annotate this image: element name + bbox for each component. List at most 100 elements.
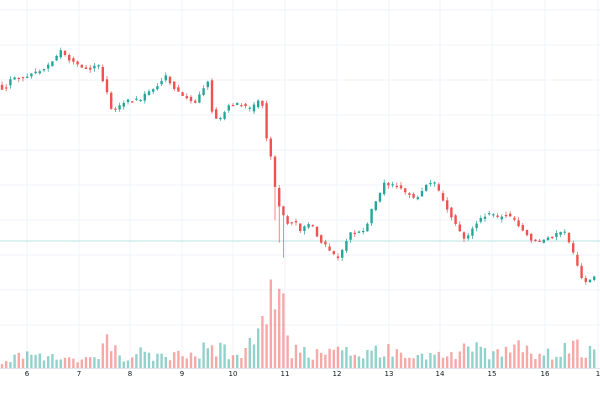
candle-body [152,89,155,92]
volume-bar [496,349,499,368]
candle-body [500,216,503,220]
volume-bar [366,349,369,368]
candle-body [433,182,436,184]
candle-body [496,215,499,217]
volume-bar [160,353,163,368]
volume-bar [303,347,306,368]
volume-bar [59,359,62,368]
x-axis: 6 7 8 9 10 11 12 13 14 15 16 1 [0,368,600,378]
volume-bar [593,349,596,368]
volume-bar [315,349,319,368]
volume-bar [185,358,188,368]
volume-bar [483,348,487,368]
volume-bar [551,359,554,368]
candle-body [458,224,461,232]
volume-bar [416,355,419,368]
candle-body [420,191,424,197]
volume-bar [252,344,256,368]
candle-body [467,235,470,239]
candle-body [374,201,377,211]
volume-bar [84,357,88,368]
volume-bar [139,347,142,368]
volume-bar [26,351,29,368]
volume-bar [521,352,524,368]
candle-body [244,103,247,107]
volume-bar [215,356,218,368]
volume-bar [404,357,407,368]
volume-bar [576,339,579,368]
candle-body [42,69,46,71]
candle-body [131,101,134,103]
candle-body [307,224,310,228]
x-tick-label: 13 [385,370,394,378]
candle-body [278,188,281,207]
candle-body [0,84,4,90]
candle-body [362,231,365,233]
candle-body [588,279,592,283]
volume-bar [156,353,159,368]
candle-body [76,61,79,65]
candle-body [303,226,306,231]
candle-body [324,241,327,245]
candle-body [282,206,285,216]
candle-body [538,240,541,242]
volume-bar [530,353,533,368]
candle-body [181,92,184,96]
candle-body [261,100,264,106]
candle-body [450,207,453,218]
candle-body [483,216,487,219]
candle-body [517,220,520,227]
candle-body [551,236,554,239]
candle-body [51,61,54,67]
volume-bar [202,342,205,368]
candle-body [416,197,419,200]
candle-body [139,100,142,102]
volume-bar [412,358,415,368]
candle-body [509,213,512,217]
volume-bar [30,354,33,368]
candle-body [408,193,411,195]
volume-bar [525,345,529,368]
volume-bar [336,346,340,368]
volume-bar [391,356,394,368]
x-tick-label: 1 [596,370,600,378]
volume-bar [538,353,541,368]
volume-bar [181,356,184,368]
volume-bar [492,351,495,368]
volume-bar [72,358,75,368]
candle-body [286,216,289,224]
candle-body [446,200,449,210]
candle-body [110,92,113,109]
volume-bar [101,343,104,368]
volume-bar [63,357,67,368]
candle-body [231,104,235,107]
volume-bar [580,357,583,368]
volume-bar [93,357,96,368]
candle-body [147,91,151,95]
volume-bar [282,293,285,368]
volume-bar [147,352,151,368]
candle-body [13,77,16,80]
volume-bar [126,360,130,368]
candle-body [328,246,331,251]
volume-bar [378,357,382,368]
candle-body [530,233,533,241]
candle-body [437,184,440,191]
candle-body [59,50,62,58]
candle-body [34,71,37,74]
candle-body [546,237,550,240]
candle-body [366,223,369,232]
volume-bar [0,364,4,368]
volume-bar [324,354,327,368]
candle-body [357,231,361,233]
candle-body [336,256,340,259]
volume-bar [395,349,398,368]
candle-body [118,105,121,110]
candle-body [55,56,58,61]
volume-bar [454,359,457,368]
candle-body [534,239,537,241]
candle-body [345,241,348,251]
volume-bar [517,340,520,368]
x-tick-label: 6 [25,370,30,378]
